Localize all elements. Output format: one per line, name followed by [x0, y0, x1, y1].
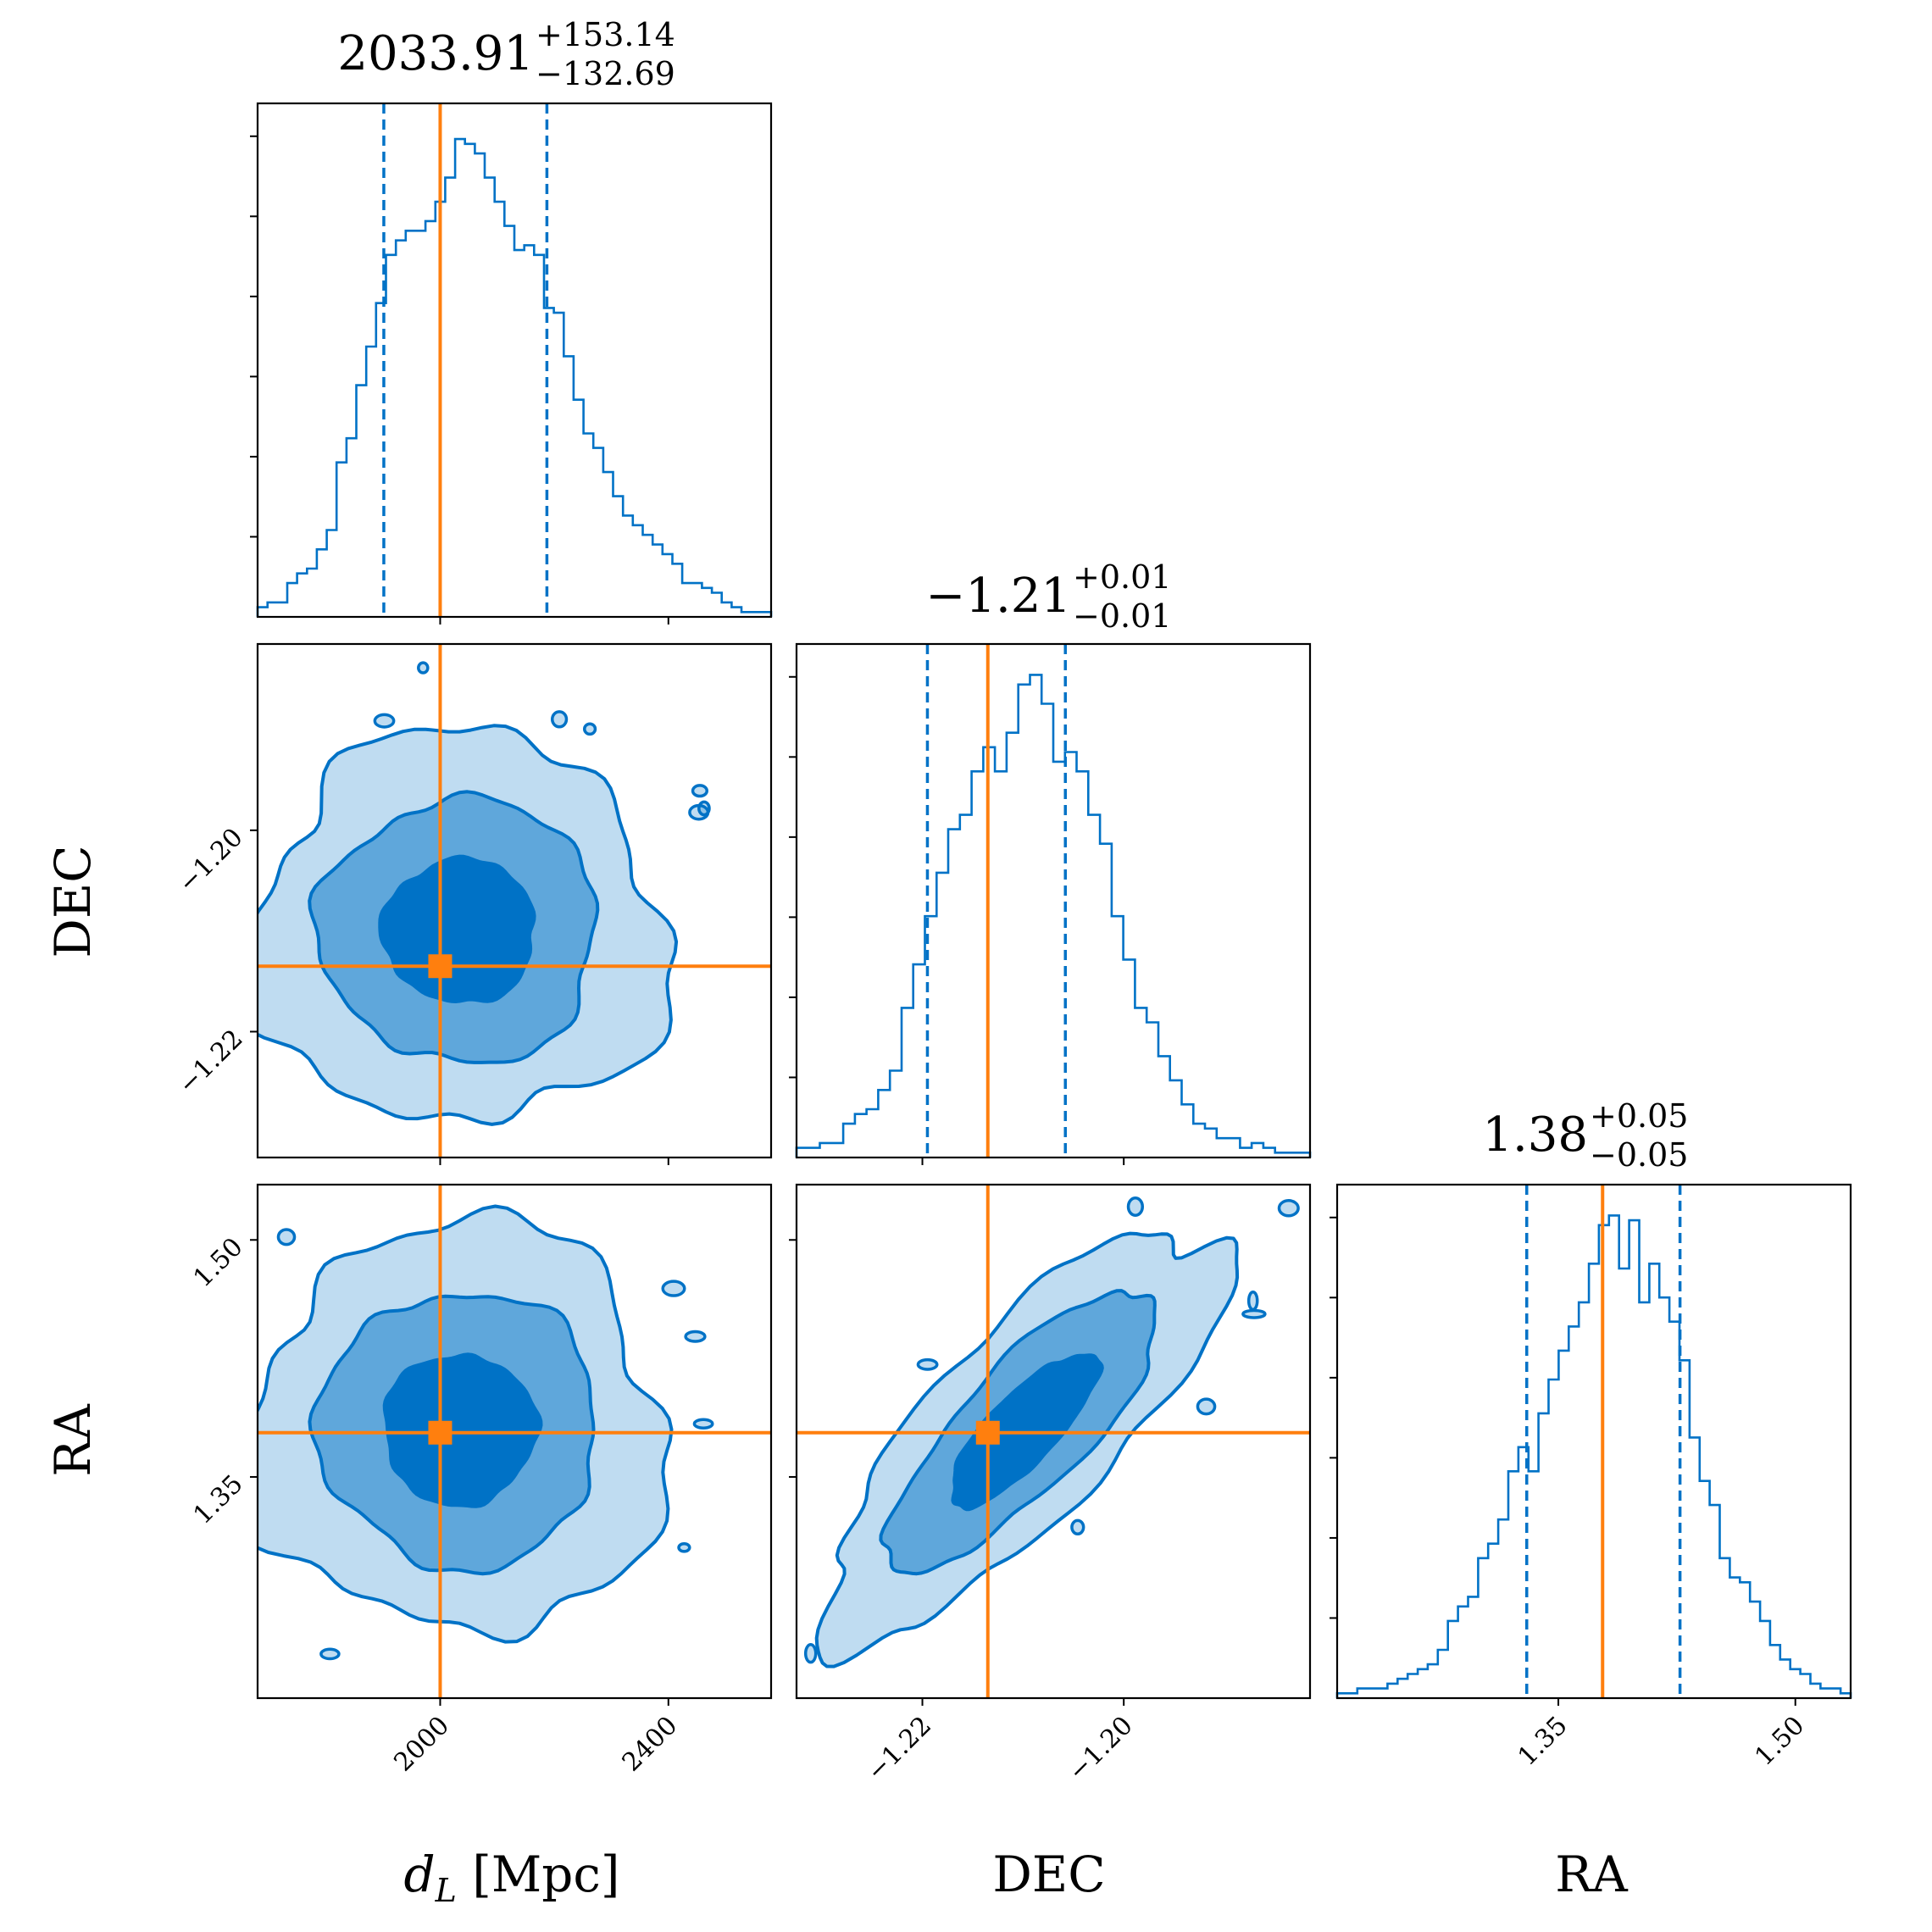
x-tick-label: −1.22 [861, 1711, 937, 1787]
contour-panel-dL-DEC [258, 644, 771, 1158]
ylabel-dec: DEC [44, 845, 102, 958]
contour-panel-dL-RA [238, 1185, 771, 1698]
truth-marker [428, 1420, 452, 1445]
histogram-frame-DEC [795, 642, 1312, 1159]
contour-frame [795, 1183, 1312, 1700]
contour-island [276, 1228, 297, 1246]
contour-island [319, 1647, 341, 1661]
contour-frame [256, 1183, 773, 1700]
title-dec-value: −1.21 [925, 569, 1071, 624]
contour-island [661, 1280, 686, 1297]
title-ra-minus: −0.05 [1590, 1136, 1688, 1174]
contour-island [417, 661, 430, 675]
xlabel-ra: RA [1555, 1846, 1629, 1903]
contour-island [803, 1643, 818, 1664]
x-tick-label: 1.35 [1513, 1711, 1574, 1772]
x-tick-label: 2400 [617, 1711, 684, 1778]
contour-island [691, 784, 709, 798]
panels-layer: 1.35 1.50 −1.22 −1.20 2000 2400 1.35 1.50 −1.22 −… [173, 102, 1852, 1787]
contour-island [692, 1418, 714, 1430]
histogram-DEC [795, 674, 1312, 1158]
contour-island [688, 803, 710, 821]
title-ra-plus: +0.05 [1590, 1097, 1688, 1135]
y-tick-label: 1.50 [188, 1232, 249, 1293]
contour-island [1277, 1199, 1300, 1218]
contour-island [677, 1542, 691, 1553]
x-tick-label: −1.20 [1063, 1711, 1139, 1787]
contour-island [373, 713, 396, 729]
title-ra-value: 1.38 [1482, 1108, 1588, 1163]
xlabel-dec: DEC [992, 1846, 1105, 1903]
histogram-frame-dL [256, 102, 773, 619]
title-dl-minus: −132.69 [536, 55, 675, 92]
contour-island [1126, 1196, 1145, 1218]
title-dl-plus: +153.14 [536, 16, 675, 53]
contour-island [550, 710, 569, 729]
contour-island [1246, 1290, 1259, 1312]
ylabel-ra: RA [44, 1403, 102, 1477]
title-dec-plus: +0.01 [1073, 558, 1171, 596]
title-dl-value: 2033.91 [337, 26, 534, 81]
contour-island [1070, 1518, 1085, 1536]
contour-level-3 [382, 1352, 543, 1508]
contour-island [781, 1532, 790, 1550]
contour-island [582, 722, 597, 736]
contour-island [1241, 1308, 1267, 1319]
truth-marker [428, 954, 452, 979]
contour-island [1196, 1397, 1217, 1416]
contour-island [916, 1357, 939, 1371]
y-tick-label: 1.35 [188, 1469, 249, 1530]
title-dec-minus: −0.01 [1073, 597, 1171, 635]
histogram-frame-RA [1335, 1183, 1852, 1700]
y-tick-label: −1.22 [173, 1024, 249, 1100]
histogram-dL [256, 137, 773, 617]
histogram-RA [1335, 1214, 1852, 1698]
contour-frame [256, 642, 773, 1159]
contour-island [238, 1295, 252, 1306]
x-tick-label: 2000 [388, 1711, 455, 1778]
truth-marker [975, 1420, 1000, 1445]
y-tick-label: −1.20 [173, 823, 249, 899]
contour-panel-DEC-RA [781, 1185, 1310, 1698]
x-tick-label: 1.50 [1749, 1711, 1810, 1772]
contour-island [684, 1330, 707, 1343]
xlabel-dl: dL [Mpc] [403, 1846, 619, 1909]
